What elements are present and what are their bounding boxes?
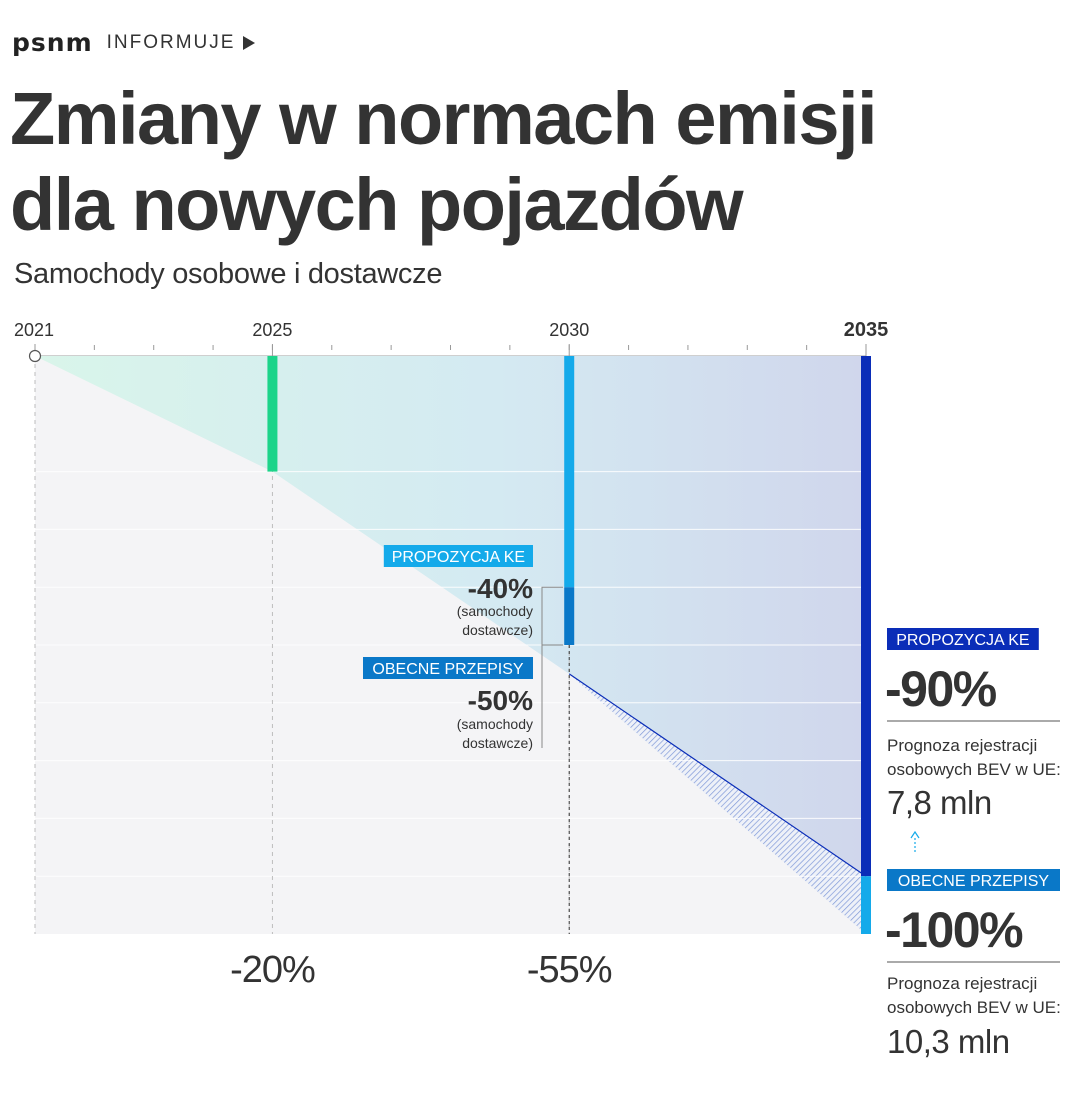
- proposal-line: [568, 673, 867, 877]
- proposal-difference-hatch: [569, 673, 866, 934]
- header: psnm INFORMUJE: [12, 28, 256, 57]
- note-2030-proposal-1: (samochody: [457, 603, 533, 619]
- forecast-value-2035-proposal: 7,8 mln: [887, 784, 992, 821]
- bar-2035-proposal: [861, 356, 871, 877]
- forecast-2035-current-1: Prognoza rejestracji: [887, 974, 1037, 993]
- badge-2035-proposal-bg: [887, 628, 1039, 650]
- badge-2035-current-bg: [887, 869, 1060, 891]
- bar-2035-current: [861, 876, 871, 934]
- forecast-2035-proposal-1: Prognoza rejestracji: [887, 736, 1037, 755]
- start-marker: [28, 349, 42, 363]
- chart-subtitle: Samochody osobowe i dostawcze: [14, 258, 443, 290]
- badge-2035-current-text: OBECNE PRZEPISY: [898, 873, 1049, 890]
- note-2030-current-1: (samochody: [457, 716, 533, 732]
- badge-2030-proposal-text: PROPOZYCJA KE: [392, 549, 525, 566]
- x-tick-label: 2021: [14, 320, 54, 340]
- x-tick-label: 2030: [549, 320, 589, 340]
- title-line-2: dla nowych pojazdów: [10, 163, 744, 246]
- bar-2030-proposal: [564, 356, 575, 588]
- x-tick-label: 2035: [844, 319, 889, 341]
- section-label: INFORMUJE: [106, 31, 236, 53]
- note-2030-proposal-2: dostawcze): [462, 622, 533, 638]
- x-tick-label: 2025: [252, 320, 292, 340]
- value-2035-current: -100%: [885, 902, 1023, 958]
- value-2035-proposal: -90%: [885, 661, 997, 717]
- badge-2035-proposal-text: PROPOZYCJA KE: [896, 632, 1029, 649]
- badge-2030-proposal-bg: [383, 545, 533, 567]
- bracket-2030: [541, 586, 564, 646]
- reduction-area: [35, 356, 866, 934]
- page-title: Zmiany w normach emisji dla nowych pojaz…: [10, 76, 878, 248]
- bottom-value-label: -55%: [527, 949, 612, 991]
- forecast-2035-proposal-2: osobowych BEV w UE:: [887, 760, 1061, 779]
- badge-2030-current-text: OBECNE PRZEPISY: [372, 661, 523, 678]
- brand-logo: psnm: [12, 28, 93, 57]
- arrow-right-icon: [243, 35, 256, 50]
- forecast-value-2035-current: 10,3 mln: [887, 1023, 1010, 1060]
- bar-2025: [267, 356, 278, 472]
- up-arrow-icon: [910, 830, 920, 839]
- note-2030-current-2: dostawcze): [462, 735, 533, 751]
- title-line-1: Zmiany w normach emisji: [10, 77, 878, 160]
- value-2030-proposal: -40%: [468, 573, 533, 604]
- forecast-2035-current-2: osobowych BEV w UE:: [887, 998, 1061, 1017]
- value-2030-current: -50%: [468, 685, 533, 716]
- bottom-value-label: -20%: [230, 949, 315, 991]
- bar-2030-current: [564, 587, 575, 645]
- badge-2030-current-bg: [363, 657, 533, 679]
